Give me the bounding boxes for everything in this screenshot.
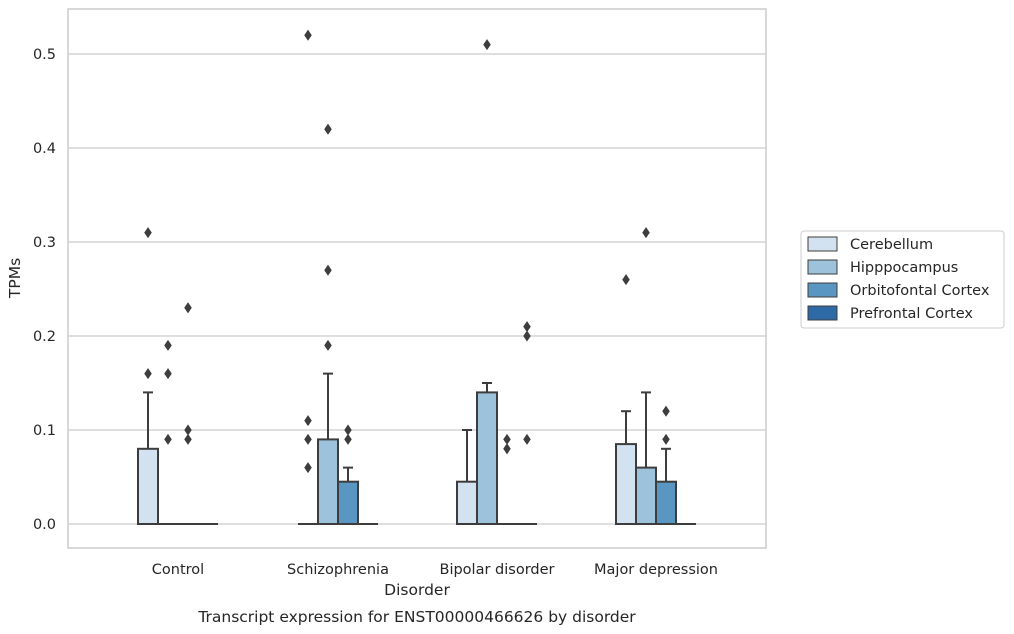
outlier-point xyxy=(344,433,352,445)
legend-swatch xyxy=(807,236,838,252)
x-tick-label: Schizophrenia xyxy=(287,562,389,578)
y-tick-label: 0.5 xyxy=(33,47,56,63)
outlier-point xyxy=(184,424,192,436)
legend-frame xyxy=(800,230,1005,329)
x-tick-labels: Control Schizophrenia Bipolar disorder Majo… xyxy=(152,562,718,578)
outlier-point xyxy=(304,462,312,474)
x-axis-label: Disorder xyxy=(384,581,450,599)
outlier-point xyxy=(324,264,332,276)
box-orbitofontal-cortex xyxy=(337,466,359,526)
legend-label: Orbitofontal Cortex xyxy=(850,283,990,299)
legend-label: Hipppocampus xyxy=(850,260,958,276)
outlier-point xyxy=(503,433,511,445)
outlier-point xyxy=(304,415,312,427)
x-tick-label: Control xyxy=(152,562,204,578)
outlier-point xyxy=(344,424,352,436)
outlier-point xyxy=(144,368,152,380)
outlier-point xyxy=(164,433,172,445)
plot-frame xyxy=(67,8,767,549)
box-body xyxy=(476,391,498,525)
legend-label: Prefrontal Cortex xyxy=(850,306,973,322)
outlier-point xyxy=(324,123,332,135)
x-tick-label: Bipolar disorder xyxy=(440,562,555,578)
box-body xyxy=(456,480,478,526)
legend: Cerebellum Hipppocampus Orbitofontal Corte… xyxy=(800,230,1005,329)
gridlines xyxy=(68,53,766,525)
box-hipppocampus xyxy=(635,391,657,526)
box-hipppocampus xyxy=(317,372,339,525)
outlier-point xyxy=(144,227,152,239)
outlier-point xyxy=(164,368,172,380)
box-orbitofontal-cortex xyxy=(655,447,677,526)
y-axis-label: TPMs xyxy=(6,258,24,299)
box-body xyxy=(635,466,657,526)
outliers-layer xyxy=(144,29,670,474)
y-tick-label: 0.2 xyxy=(33,329,56,345)
outlier-point xyxy=(304,29,312,41)
box-cerebellum xyxy=(456,429,478,526)
outlier-point xyxy=(184,302,192,314)
legend-swatch xyxy=(807,259,838,275)
legend-items: Cerebellum Hipppocampus Orbitofontal Corte… xyxy=(807,236,990,322)
outlier-point xyxy=(523,330,531,342)
outlier-point xyxy=(164,339,172,351)
outlier-point xyxy=(503,443,511,455)
y-tick-label: 0.0 xyxy=(33,517,56,533)
chart-caption: Transcript expression for ENST0000046662… xyxy=(197,608,636,626)
box-cerebellum xyxy=(615,410,637,526)
outlier-point xyxy=(622,274,630,286)
outlier-point xyxy=(662,405,670,417)
y-tick-label: 0.3 xyxy=(33,235,56,251)
outlier-point xyxy=(523,433,531,445)
y-tick-label: 0.4 xyxy=(33,141,56,157)
outlier-point xyxy=(662,433,670,445)
box-hipppocampus xyxy=(476,382,498,525)
box-body xyxy=(655,480,677,526)
legend-swatch xyxy=(807,305,838,321)
outlier-point xyxy=(483,39,491,51)
y-tick-label: 0.1 xyxy=(33,423,56,439)
outlier-point xyxy=(523,321,531,333)
legend-swatch xyxy=(807,282,838,298)
y-tick-labels: 0.0 0.1 0.2 0.3 0.4 0.5 xyxy=(33,47,56,533)
outlier-point xyxy=(184,433,192,445)
box-body xyxy=(615,443,637,526)
outlier-point xyxy=(642,227,650,239)
box-cerebellum xyxy=(137,391,159,525)
boxes-layer xyxy=(137,372,696,526)
box-body xyxy=(137,447,159,525)
outlier-point xyxy=(324,339,332,351)
x-tick-label: Major depression xyxy=(594,562,718,578)
legend-label: Cerebellum xyxy=(850,237,933,253)
outlier-point xyxy=(304,433,312,445)
box-body xyxy=(317,438,339,525)
box-body xyxy=(337,480,359,526)
